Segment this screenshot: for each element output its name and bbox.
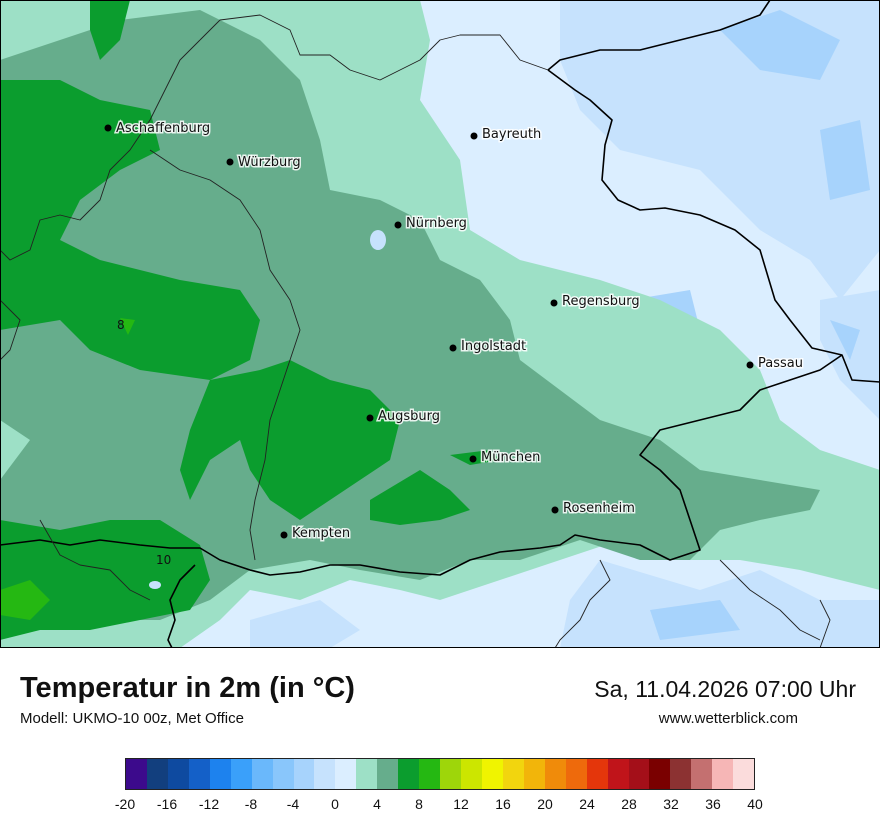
color-swatch [544,759,566,789]
scale-tick-label: -12 [198,796,220,812]
isotherm-label-8: 8 [117,318,125,332]
city-kempten: Kempten [280,525,352,543]
scale-tick-label: 12 [453,796,469,812]
city-label: Rosenheim [563,501,635,516]
color-swatch [356,759,378,789]
color-swatch [419,759,441,789]
city-label: Passau [758,356,803,371]
scale-tick-label: 20 [537,796,553,812]
city-label: Kempten [292,526,350,541]
city-ingolstadt: Ingolstadt [449,338,528,356]
city-marker [449,344,457,352]
color-swatch [523,759,545,789]
color-swatch [712,759,734,789]
city-label: München [481,450,540,465]
color-swatch [377,759,399,789]
scale-tick-label: -16 [156,796,178,812]
scale-tick-label: 32 [663,796,679,812]
city-marker [366,414,374,422]
zone-6-8 [0,0,500,640]
color-swatch [586,759,608,789]
color-swatch [733,759,755,789]
city-marker [550,299,558,307]
color-swatch [502,759,524,789]
color-swatch [440,759,461,789]
city-rosenheim: Rosenheim [551,500,636,518]
color-swatch [209,759,231,789]
color-swatch [649,759,671,789]
city-passau: Passau [746,355,804,373]
map-title: Temperatur in 2m (in °C) [20,672,355,704]
color-swatch [272,759,294,789]
state-borders [0,14,831,648]
color-swatch [293,759,315,789]
color-swatch [461,759,482,789]
isotherm-label-10: 10 [156,553,171,567]
lakes [149,230,386,589]
color-swatch [188,759,210,789]
site-url: www.wetterblick.com [658,710,798,727]
country-borders [0,0,880,648]
scale-tick-label: 8 [415,796,423,812]
color-swatch [314,759,336,789]
color-swatch [607,759,629,789]
city-label: Bayreuth [482,127,541,142]
city-wuerzburg: Würzburg [226,154,302,172]
city-label: Würzburg [238,155,301,170]
color-swatch [335,759,357,789]
color-swatch [670,759,692,789]
city-marker [469,455,477,463]
scale-tick-label: 16 [495,796,511,812]
color-swatch [691,759,713,789]
scale-tick-label: -4 [286,796,300,812]
scale-tick-label: 24 [579,796,595,812]
city-label: Nürnberg [406,216,467,231]
city-marker [104,124,112,132]
color-swatch [230,759,252,789]
scale-tick-label: 28 [621,796,637,812]
model-info: Modell: UKMO-10 00z, Met Office [20,710,244,727]
color-scale [125,758,755,790]
scale-tick-label: 4 [373,796,381,812]
forecast-datetime: Sa, 11.04.2026 07:00 Uhr [594,676,856,702]
city-regensburg: Regensburg [550,293,641,311]
temperature-map: 8 10 Aschaffenburg Würzburg Bayreuth Nür… [0,0,880,648]
scale-tick-label: 0 [331,796,339,812]
city-label: Augsburg [378,409,440,424]
city-aschaffenburg: Aschaffenburg [104,120,212,138]
zone-8-10 [0,318,135,620]
city-label: Aschaffenburg [116,121,210,136]
color-swatch [565,759,587,789]
city-augsburg: Augsburg [366,408,442,426]
city-marker [551,506,559,514]
scale-tick-label: 36 [705,796,721,812]
color-swatch [167,759,189,789]
scale-tick-label: -8 [244,796,258,812]
city-nuernberg: Nürnberg [394,215,468,233]
city-label: Regensburg [562,294,640,309]
color-swatch [251,759,273,789]
city-label: Ingolstadt [461,339,526,354]
city-muenchen: München [469,449,542,467]
color-swatch [146,759,168,789]
color-swatch [126,759,147,789]
scale-tick-label: 40 [747,796,763,812]
city-marker [226,158,234,166]
color-swatch [398,759,420,789]
city-marker [280,531,288,539]
city-bayreuth: Bayreuth [470,126,543,144]
color-scale-ticks: -20 -16 -12 -8 -4 0 4 8 12 16 20 24 28 32 36 40 [0,796,880,814]
color-swatch [481,759,503,789]
footer: Temperatur in 2m (in °C) Modell: UKMO-10… [0,648,880,830]
city-marker [394,221,402,229]
color-swatch [628,759,650,789]
city-marker [746,361,754,369]
city-marker [470,132,478,140]
scale-tick-label: -20 [114,796,136,812]
